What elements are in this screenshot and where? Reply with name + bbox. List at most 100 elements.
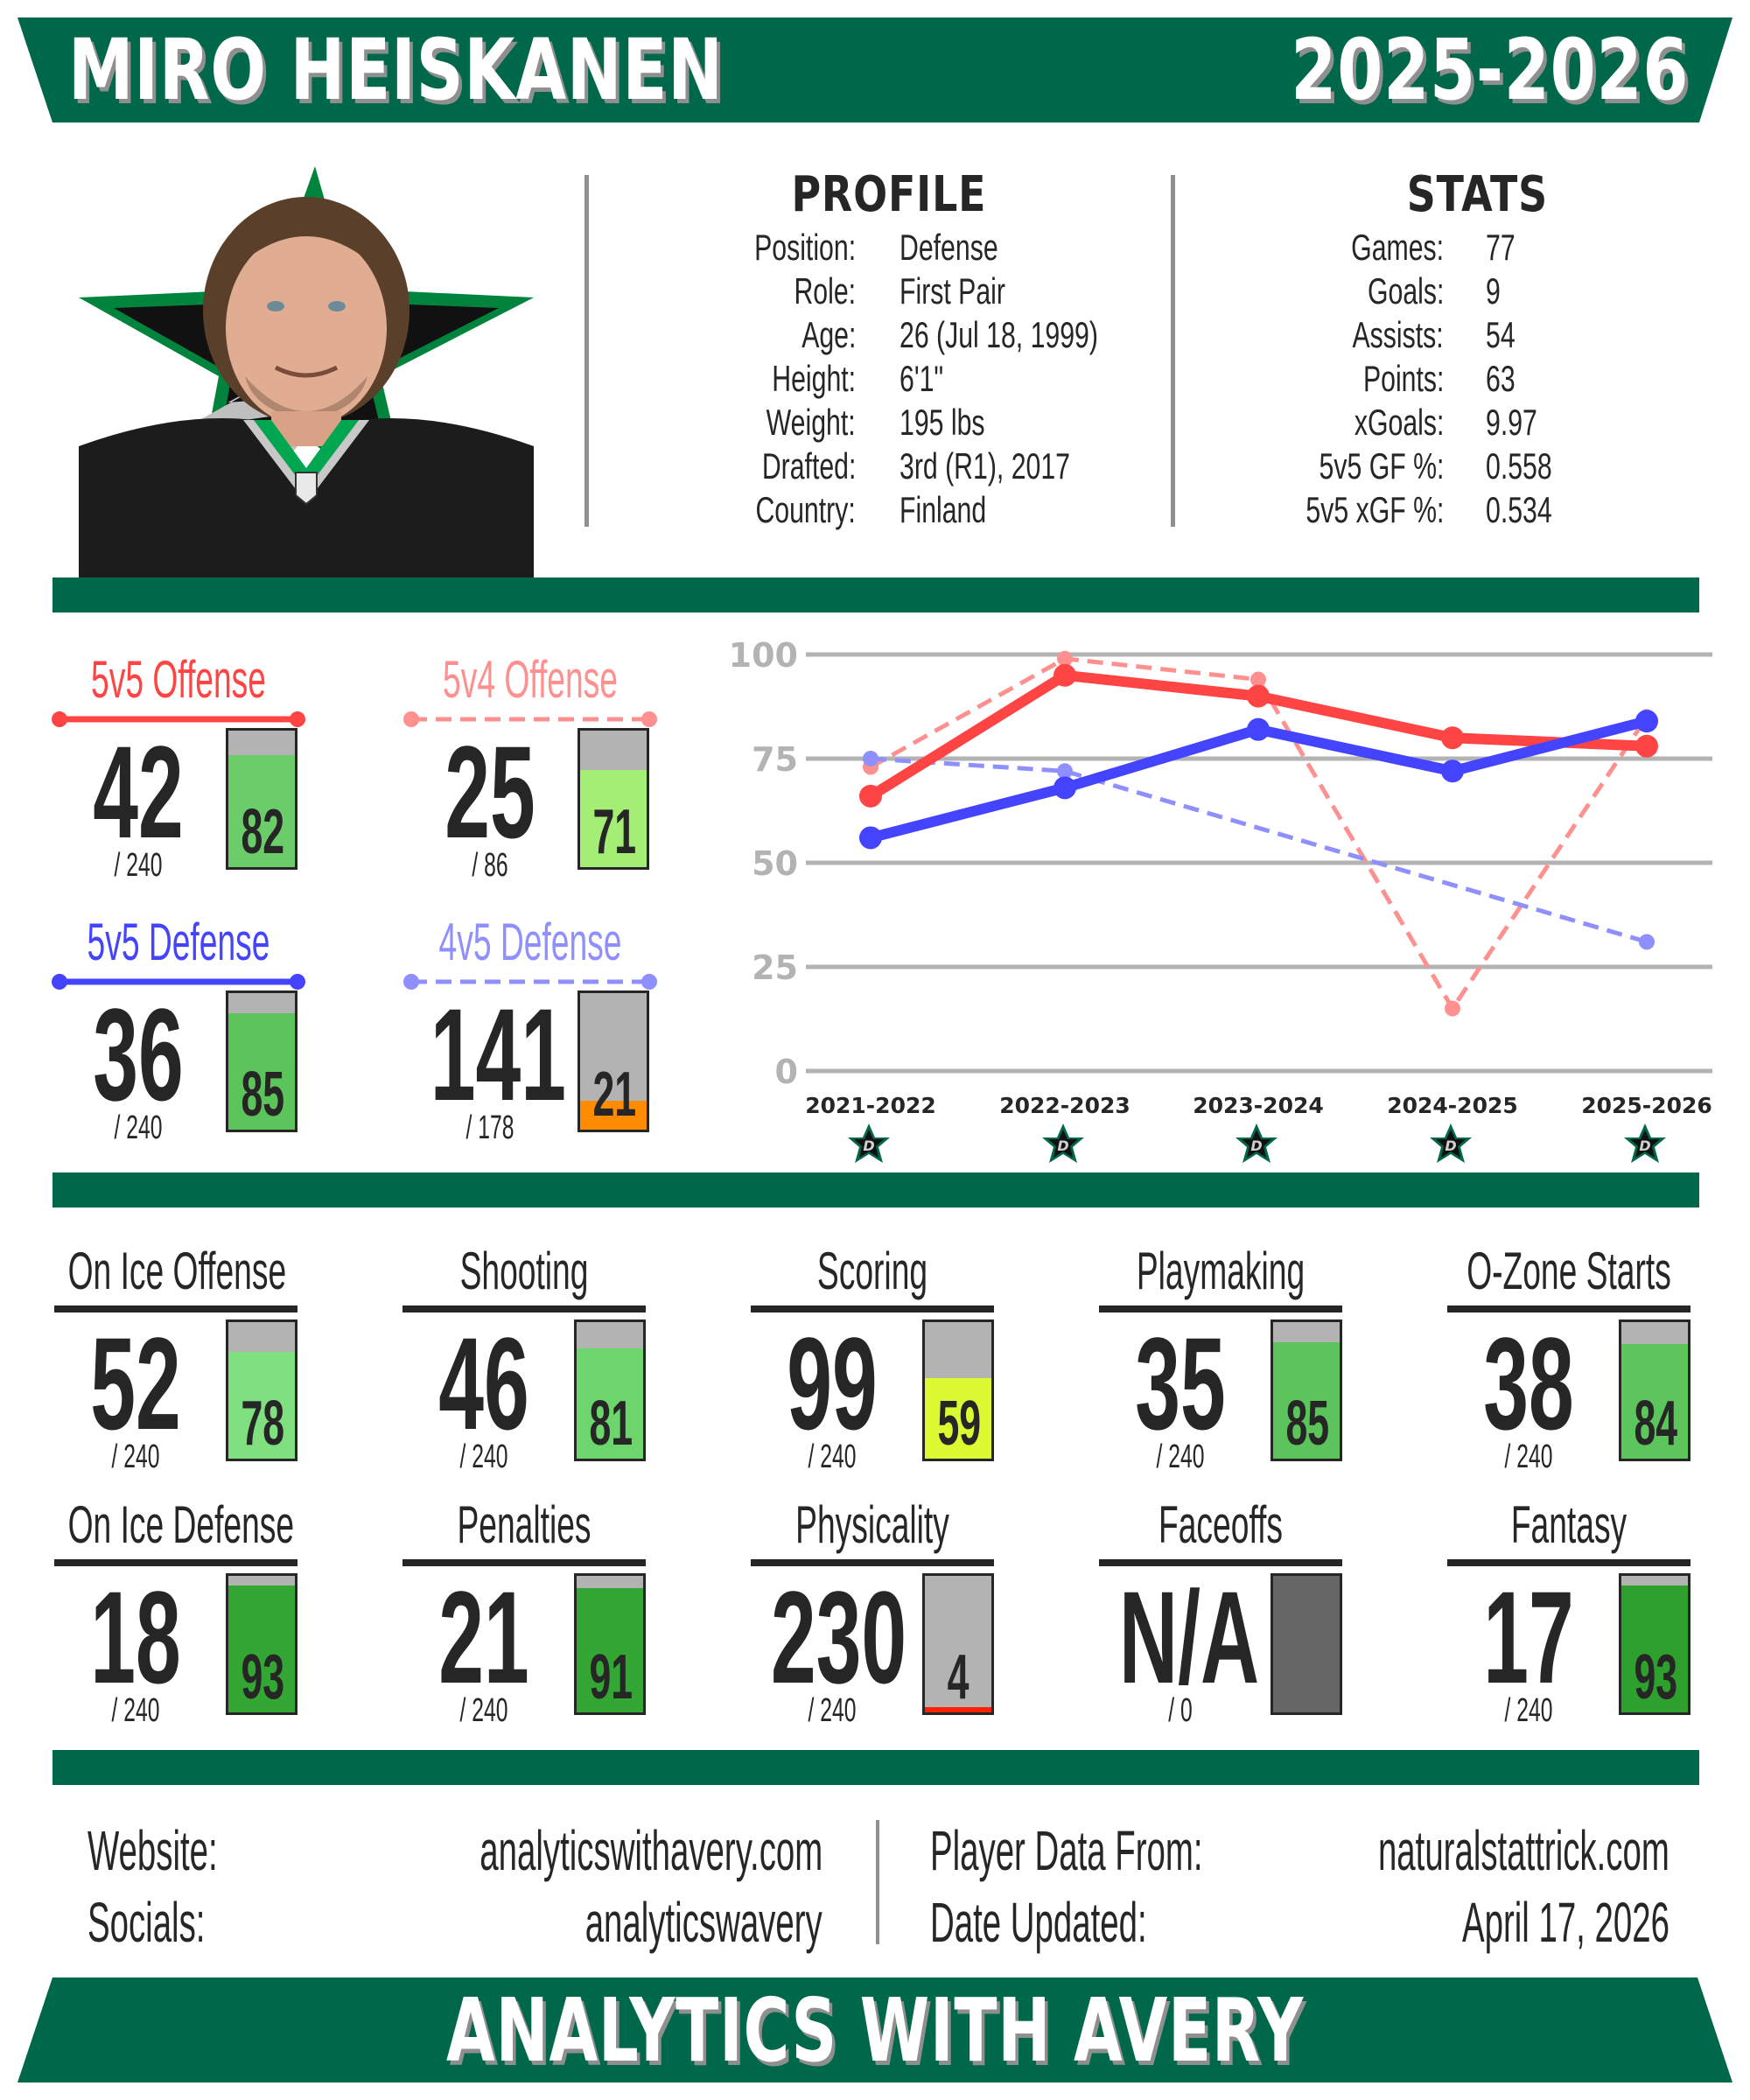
y-tick-label: 75 bbox=[752, 740, 798, 779]
data-source-link[interactable]: naturalstattrick.com bbox=[1378, 1819, 1670, 1882]
percentile-value: 85 bbox=[1285, 1389, 1330, 1459]
data-point bbox=[1441, 760, 1464, 783]
data-point bbox=[859, 784, 882, 808]
profile-value: 3rd (R1), 2017 bbox=[900, 445, 1070, 486]
data-point bbox=[1635, 734, 1658, 758]
profile-label: Country: bbox=[755, 489, 856, 530]
stats-value: 54 bbox=[1486, 314, 1516, 355]
rank-total: / 240 bbox=[114, 847, 163, 884]
profile-label: Position: bbox=[754, 227, 856, 268]
rank-value: 99 bbox=[787, 1310, 878, 1457]
percentile-bar-fill bbox=[1621, 1343, 1688, 1459]
section-divider bbox=[52, 1172, 1699, 1208]
svg-text:D: D bbox=[1639, 1138, 1650, 1154]
x-tick-label: 2021-2022 bbox=[805, 1093, 936, 1118]
data-point bbox=[1445, 1000, 1460, 1017]
data-point bbox=[1057, 650, 1073, 667]
rank-value: 21 bbox=[438, 1564, 529, 1711]
svg-text:D: D bbox=[1057, 1138, 1068, 1154]
rank-value: 52 bbox=[90, 1310, 181, 1457]
percentile-bar: 85 bbox=[1270, 1320, 1342, 1461]
rating-title: On Ice Defense bbox=[67, 1495, 295, 1554]
rating-title-underline bbox=[1447, 1306, 1690, 1312]
website-link[interactable]: analyticswithavery.com bbox=[480, 1819, 822, 1882]
percentile-value: 93 bbox=[241, 1642, 285, 1712]
percentile-bar-fill bbox=[1273, 1342, 1340, 1459]
stats-value: 9.97 bbox=[1486, 402, 1537, 443]
percentile-bar-fill bbox=[577, 1588, 643, 1712]
percentile-bar-fill bbox=[228, 755, 295, 867]
percentile-bar-fill bbox=[580, 1101, 647, 1130]
profile-value: 26 (Jul 18, 1999) bbox=[900, 314, 1098, 355]
profile-value: Defense bbox=[900, 227, 998, 268]
percentile-value: 82 bbox=[241, 797, 285, 867]
stats-value: 0.558 bbox=[1486, 445, 1552, 486]
rating-title: Fantasy bbox=[1510, 1495, 1628, 1554]
team-logo-star-icon bbox=[79, 166, 534, 578]
percentile-bar-fill bbox=[228, 1585, 295, 1712]
x-tick-label: 2023-2024 bbox=[1193, 1093, 1324, 1118]
rating-title-underline bbox=[54, 1306, 298, 1312]
data-point bbox=[1247, 684, 1270, 708]
website-label: Website: bbox=[88, 1819, 218, 1882]
rating-title: Scoring bbox=[816, 1242, 928, 1300]
svg-text:D: D bbox=[1445, 1138, 1456, 1154]
series-line bbox=[870, 756, 1648, 944]
stats-value: 77 bbox=[1486, 227, 1516, 268]
series-line bbox=[869, 656, 1649, 1012]
percentile-value: 21 bbox=[592, 1060, 637, 1130]
percentile-bar-fill bbox=[577, 1348, 643, 1459]
percentile-value: 78 bbox=[241, 1389, 285, 1459]
rank-total: / 240 bbox=[459, 1438, 508, 1475]
stats-label: Goals: bbox=[1367, 270, 1444, 312]
date-updated-value: April 17, 2026 bbox=[1462, 1891, 1670, 1954]
percentile-bar: 81 bbox=[574, 1320, 646, 1461]
team-logo-star-icon: D bbox=[1624, 1124, 1666, 1163]
rank-total: / 240 bbox=[459, 1692, 508, 1729]
rank-value: 141 bbox=[430, 981, 566, 1128]
profile-label: Weight: bbox=[766, 402, 856, 443]
data-source-label: Player Data From: bbox=[930, 1819, 1203, 1882]
rating-title-underline bbox=[1099, 1559, 1342, 1566]
player-name: MIRO HEISKANEN bbox=[68, 21, 724, 119]
rank-total: / 86 bbox=[472, 847, 508, 884]
socials-label: Socials: bbox=[88, 1891, 206, 1954]
season-label: 2025-2026 bbox=[1291, 21, 1689, 119]
section-divider bbox=[52, 578, 1699, 612]
y-tick-label: 50 bbox=[752, 844, 798, 883]
percentile-bar-fill bbox=[228, 1013, 295, 1130]
rank-total: / 178 bbox=[466, 1110, 514, 1146]
x-tick-label: 2024-2025 bbox=[1387, 1093, 1518, 1118]
rank-total: / 240 bbox=[111, 1438, 160, 1475]
stats-value: 63 bbox=[1486, 358, 1516, 399]
percentile-bar: 21 bbox=[578, 990, 649, 1132]
percentile-bar: 82 bbox=[226, 728, 298, 870]
stats-label: Assists: bbox=[1352, 314, 1444, 355]
stats-label: xGoals: bbox=[1354, 402, 1444, 443]
data-point bbox=[1441, 726, 1464, 750]
data-point bbox=[1635, 710, 1658, 733]
rank-value: 36 bbox=[93, 981, 184, 1128]
percentile-value: 71 bbox=[592, 797, 637, 867]
data-point bbox=[859, 826, 882, 850]
profile-value: 6'1" bbox=[900, 358, 944, 399]
rating-title: O-Zone Starts bbox=[1466, 1242, 1671, 1300]
percentile-value: 4 bbox=[947, 1642, 970, 1712]
rank-value: 230 bbox=[770, 1564, 907, 1711]
footer-separator bbox=[876, 1820, 879, 1944]
data-point bbox=[863, 751, 878, 766]
socials-handle[interactable]: analyticswavery bbox=[584, 1891, 822, 1954]
percentile-bar-fill bbox=[580, 770, 647, 867]
team-logo-star-icon: D bbox=[1042, 1124, 1084, 1163]
rank-total: / 240 bbox=[808, 1692, 857, 1729]
series-legend-line-icon bbox=[403, 711, 657, 727]
svg-text:D: D bbox=[1250, 1138, 1262, 1154]
profile-label: Age: bbox=[801, 314, 856, 355]
rating-title-underline bbox=[402, 1306, 646, 1312]
series-legend-line-icon bbox=[403, 974, 657, 990]
percentile-bar: 84 bbox=[1619, 1320, 1690, 1461]
percentile-bar-fill bbox=[1621, 1585, 1688, 1712]
rating-title: Physicality bbox=[795, 1495, 949, 1554]
rank-total: / 240 bbox=[1504, 1692, 1553, 1729]
rank-total: / 0 bbox=[1168, 1692, 1193, 1729]
